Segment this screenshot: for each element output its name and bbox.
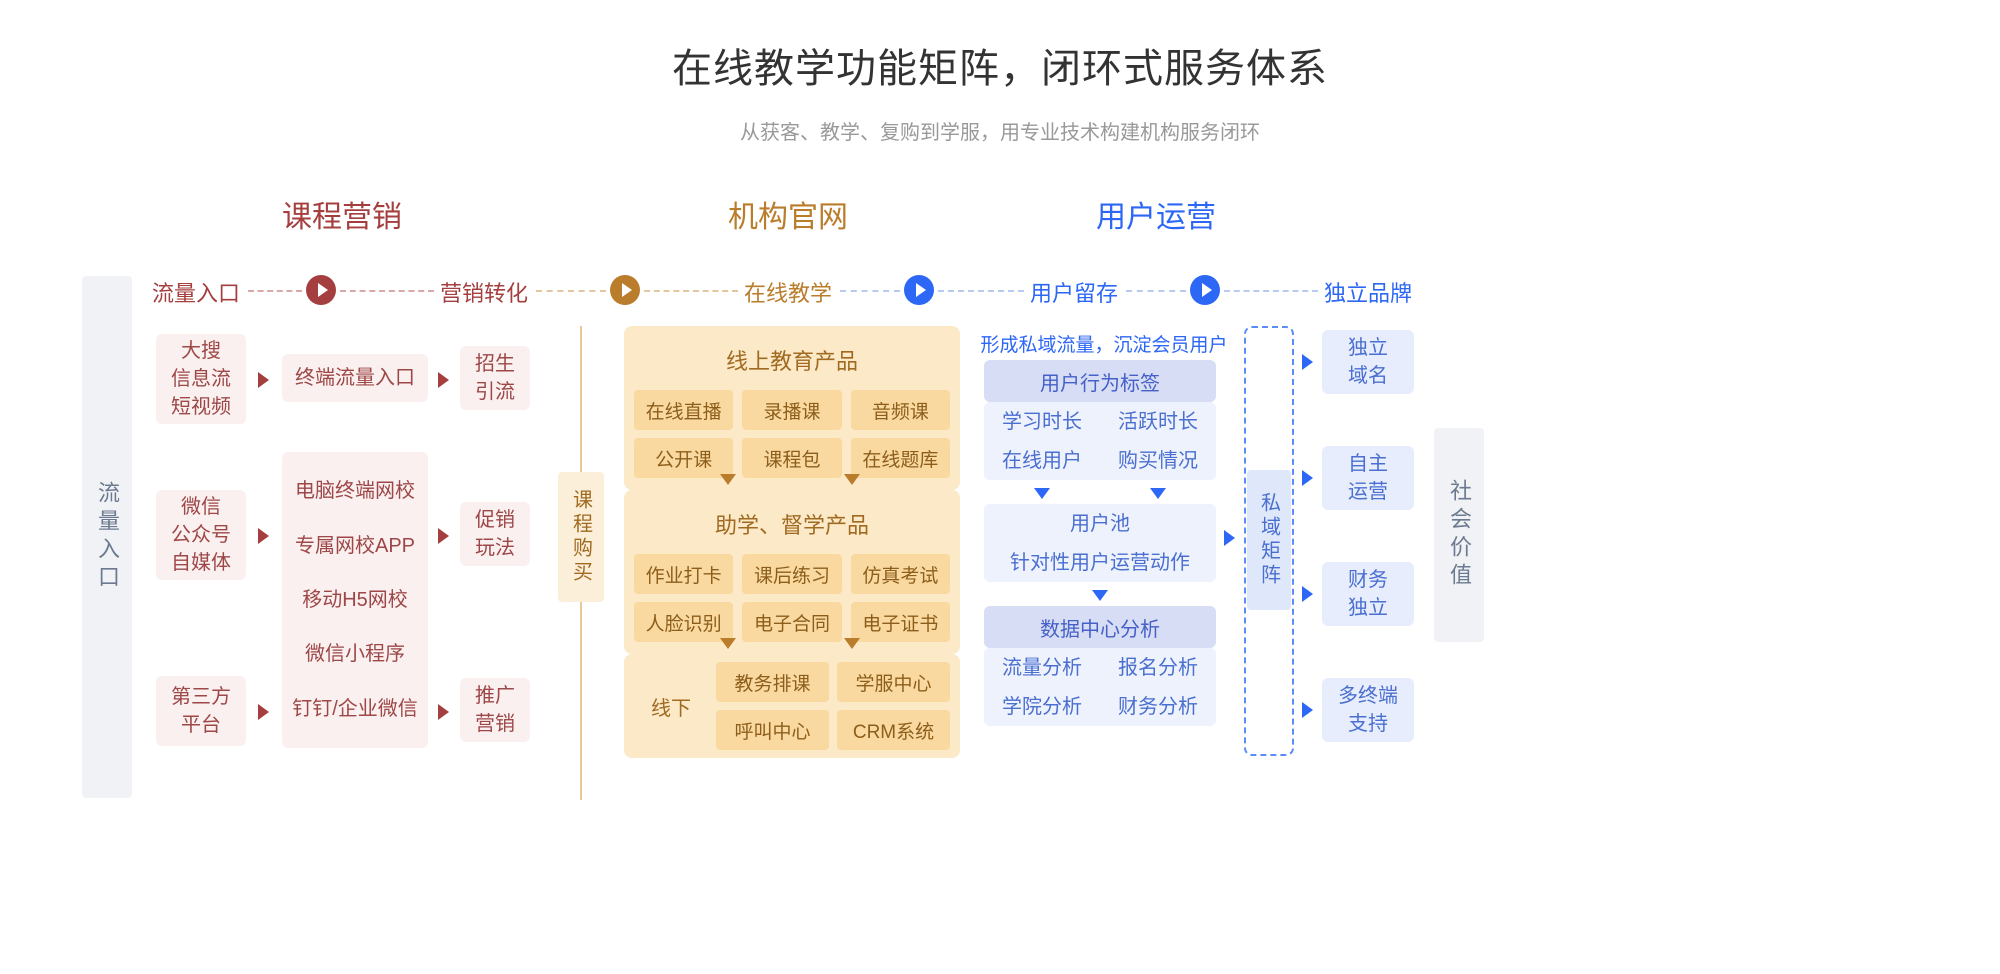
- chev-d-o3: [720, 638, 736, 649]
- orange-g1-title: 线上教育产品: [634, 334, 950, 390]
- chev-d-o2: [844, 474, 860, 485]
- right-item-3: 多终端 支持: [1322, 678, 1414, 742]
- bl-row2-1: 购买情况: [1118, 447, 1198, 475]
- subhead-1: 营销转化: [440, 276, 528, 308]
- red-col3-0: 招生 引流: [460, 346, 530, 410]
- og3-2: 呼叫中心: [716, 710, 829, 750]
- red-col2-mid-1: 专属网校APP: [295, 532, 415, 560]
- chev-r-2: [258, 704, 269, 720]
- chev-d-b2: [1150, 488, 1166, 499]
- red-col2-mid: 电脑终端网校 专属网校APP 移动H5网校 微信小程序 钉钉/企业微信: [282, 452, 428, 748]
- chev-r-1: [258, 528, 269, 544]
- right-item-0: 独立 域名: [1322, 330, 1414, 394]
- mid-strip: 课程购买: [558, 472, 604, 602]
- dash-1a: [536, 290, 606, 292]
- section-head-marketing: 课程营销: [282, 192, 402, 236]
- chev-r-0: [258, 372, 269, 388]
- right-item-2: 财务 独立: [1322, 562, 1414, 626]
- dash-1b: [644, 290, 738, 292]
- dash-0b: [340, 290, 434, 292]
- bl-row1-1: 活跃时长: [1118, 408, 1198, 436]
- chev-d-o1: [720, 474, 736, 485]
- chev-r-pr2: [1302, 586, 1313, 602]
- chev-r-3: [438, 372, 449, 388]
- bl-row1-0: 学习时长: [1002, 408, 1082, 436]
- bl-row3-0: 流量分析: [1002, 654, 1082, 682]
- dash-3a: [1126, 290, 1186, 292]
- red-col2-mid-3: 微信小程序: [305, 640, 405, 668]
- og1-0: 在线直播: [634, 390, 733, 430]
- og1-3: 公开课: [634, 438, 733, 478]
- chev-d-o4: [844, 638, 860, 649]
- og2-4: 电子合同: [742, 602, 841, 642]
- og1-2: 音频课: [851, 390, 950, 430]
- blue-caption: 形成私域流量，沉淀会员用户: [974, 330, 1234, 357]
- og3-0: 教务排课: [716, 662, 829, 702]
- red-col2-top: 终端流量入口: [282, 354, 428, 402]
- og2-1: 课后练习: [742, 554, 841, 594]
- subhead-0: 流量入口: [152, 276, 240, 308]
- dash-0a: [248, 290, 302, 292]
- right-item-1: 自主 运营: [1322, 446, 1414, 510]
- blue-band2a: 用户池: [1070, 510, 1130, 538]
- orange-g2-title: 助学、督学产品: [634, 498, 950, 554]
- red-col2-mid-4: 钉钉/企业微信: [292, 695, 418, 723]
- dash-2a: [840, 290, 900, 292]
- blue-box-2: 用户池 针对性用户运营动作: [984, 504, 1216, 582]
- subhead-3: 用户留存: [1030, 276, 1118, 308]
- orange-group-1: 线上教育产品 在线直播 录播课 音频课 公开课 课程包 在线题库: [624, 326, 960, 490]
- play-icon-3: [1190, 275, 1220, 305]
- section-head-operation: 用户运营: [1096, 192, 1216, 236]
- orange-g3-side: 线下: [634, 664, 708, 748]
- red-col1-0: 大搜 信息流 短视频: [156, 334, 246, 424]
- blue-band2b: 针对性用户运营动作: [1010, 549, 1190, 577]
- blue-box-1: 学习时长 活跃时长 在线用户 购买情况: [984, 402, 1216, 480]
- og2-3: 人脸识别: [634, 602, 733, 642]
- og1-4: 课程包: [742, 438, 841, 478]
- section-head-website: 机构官网: [728, 192, 848, 236]
- bl-row4-0: 学院分析: [1002, 693, 1082, 721]
- og1-5: 在线题库: [851, 438, 950, 478]
- red-col3-1: 促销 玩法: [460, 502, 530, 566]
- page-subtitle: 从获客、教学、复购到学服，用专业技术构建机构服务闭环: [0, 116, 2000, 145]
- orange-group-2: 助学、督学产品 作业打卡 课后练习 仿真考试 人脸识别 电子合同 电子证书: [624, 490, 960, 654]
- play-icon-2: [904, 275, 934, 305]
- bl-row4-1: 财务分析: [1118, 693, 1198, 721]
- priv-strip: 私域矩阵: [1247, 470, 1291, 610]
- red-col1-2: 第三方 平台: [156, 676, 246, 746]
- blue-band-3: 数据中心分析: [984, 606, 1216, 648]
- chev-r-pr0: [1302, 354, 1313, 370]
- red-col2-mid-2: 移动H5网校: [302, 586, 408, 614]
- og2-2: 仿真考试: [851, 554, 950, 594]
- play-icon-0: [306, 275, 336, 305]
- chev-d-b1: [1034, 488, 1050, 499]
- chev-r-4: [438, 528, 449, 544]
- dash-3b: [1224, 290, 1318, 292]
- dash-2b: [938, 290, 1024, 292]
- blue-box-3: 流量分析 报名分析 学院分析 财务分析: [984, 648, 1216, 726]
- og2-0: 作业打卡: [634, 554, 733, 594]
- og1-1: 录播课: [742, 390, 841, 430]
- right-strip: 社会价值: [1434, 428, 1484, 642]
- bl-row2-0: 在线用户: [1002, 447, 1082, 475]
- chev-d-b3: [1092, 590, 1108, 601]
- og2-5: 电子证书: [851, 602, 950, 642]
- subhead-2: 在线教学: [744, 276, 832, 308]
- red-col1-1: 微信 公众号 自媒体: [156, 490, 246, 580]
- chev-r-pr1: [1302, 470, 1313, 486]
- play-icon-1: [610, 275, 640, 305]
- subhead-4: 独立品牌: [1324, 276, 1412, 308]
- chev-r-b1: [1224, 530, 1235, 546]
- blue-band-1: 用户行为标签: [984, 360, 1216, 402]
- red-col3-2: 推广 营销: [460, 678, 530, 742]
- red-col2-mid-0: 电脑终端网校: [295, 477, 415, 505]
- page-title: 在线教学功能矩阵，闭环式服务体系: [0, 0, 2000, 94]
- left-strip: 流量入口: [82, 276, 132, 798]
- chev-r-5: [438, 704, 449, 720]
- chev-r-pr3: [1302, 702, 1313, 718]
- og3-3: CRM系统: [837, 710, 950, 750]
- og3-1: 学服中心: [837, 662, 950, 702]
- bl-row3-1: 报名分析: [1118, 654, 1198, 682]
